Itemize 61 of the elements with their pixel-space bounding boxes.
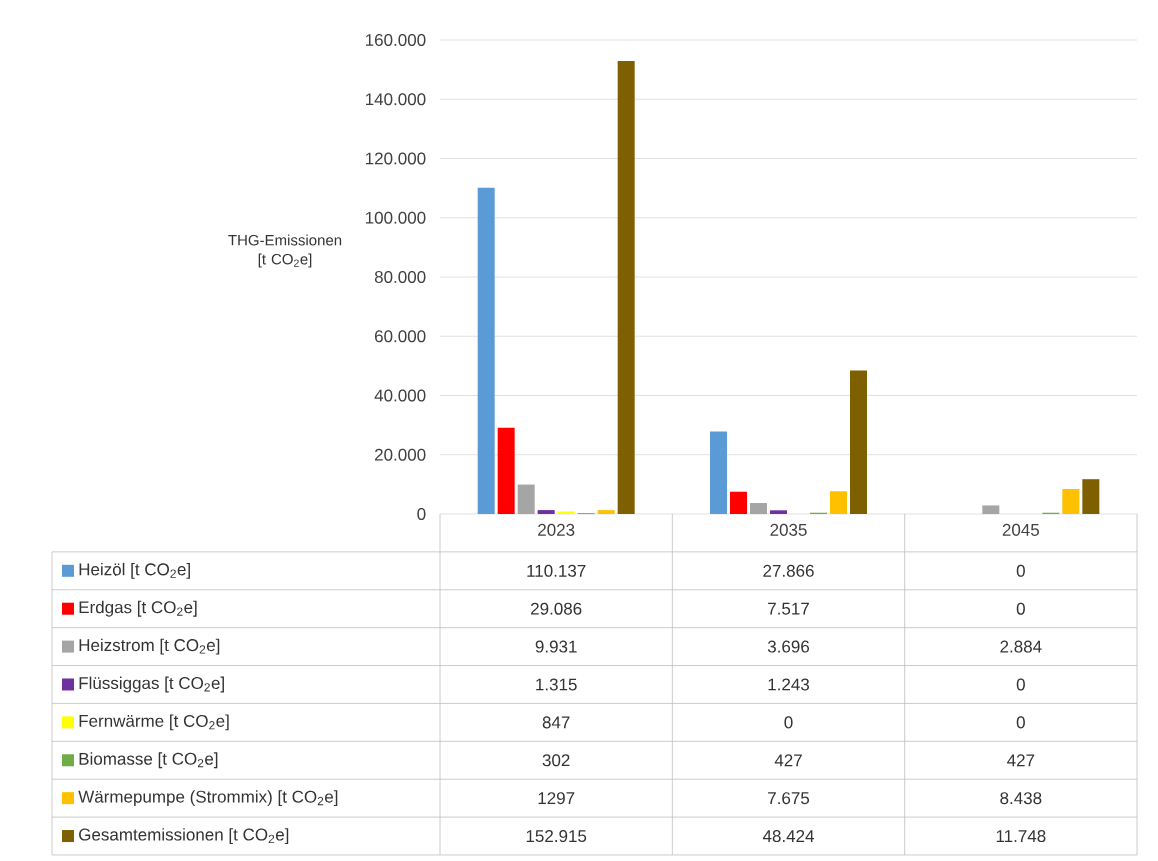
data-label: 0	[1016, 602, 1025, 615]
data-label: 2.884	[1000, 640, 1042, 653]
data-label: 1.315	[536, 678, 577, 691]
data-label: 302	[542, 754, 570, 767]
bar	[850, 370, 868, 514]
data-label: 0	[1016, 678, 1025, 691]
y-tick-label: 160.000	[365, 33, 426, 47]
bar	[710, 431, 727, 514]
data-label: 27.866	[763, 564, 814, 577]
bar	[477, 187, 495, 514]
data-label: 29.086	[531, 602, 582, 615]
y-axis-title: THG-Emissionen [t CO$_{2}$e]	[228, 234, 342, 268]
data-label: 847	[542, 716, 570, 729]
data-label: 1.243	[768, 678, 810, 691]
bar	[517, 484, 535, 514]
y-tick-label: 0	[417, 507, 426, 521]
data-label: 427	[1007, 754, 1035, 767]
x-tick-label: 2023	[538, 523, 575, 536]
legend-label: Heizöl [t CO$_{2}$e]	[79, 562, 190, 579]
legend-label: Gesamtemissionen [t CO$_{2}$e]	[79, 828, 289, 844]
bar	[497, 427, 515, 514]
data-label: 1297	[538, 792, 575, 805]
data-label: 11.748	[996, 830, 1046, 843]
data-label: 0	[784, 716, 793, 729]
data-label: 152.915	[526, 830, 587, 843]
data-label: 7.517	[768, 602, 809, 615]
bar	[750, 503, 768, 514]
data-label: 0	[1016, 564, 1025, 577]
y-tick-label: 80.000	[374, 270, 426, 284]
bar	[617, 60, 635, 514]
data-label: 9.931	[535, 640, 577, 653]
legend-label: Fernwärme [t CO$_{2}$e]	[79, 714, 229, 731]
y-tick-label: 100.000	[365, 211, 426, 224]
bar	[557, 511, 575, 514]
legend-label: Wärmepumpe (Strommix) [t CO$_{2}$e]	[78, 790, 338, 807]
bar	[982, 505, 1000, 514]
bar	[597, 510, 615, 514]
legend-label: Flüssiggas [t CO$_{2}$e]	[79, 676, 224, 693]
y-tick-label: 60.000	[375, 330, 426, 343]
bar	[1082, 479, 1100, 514]
data-label: 110.137	[527, 564, 586, 577]
x-tick-label: 2035	[770, 523, 807, 536]
data-label: 0	[1016, 716, 1025, 729]
data-label: 3.696	[767, 640, 810, 653]
data-label: 427	[774, 754, 802, 767]
legend-label: Erdgas [t CO$_{2}$e]	[79, 600, 197, 617]
data-label: 7.675	[768, 792, 810, 805]
legend-label: Biomasse [t CO$_{2}$e]	[79, 752, 218, 769]
bar	[1062, 488, 1080, 514]
bar	[830, 491, 848, 514]
data-label: 48.424	[762, 830, 814, 843]
x-tick-label: 2045	[1002, 523, 1040, 536]
bar	[770, 510, 788, 514]
data-label: 8.438	[1000, 792, 1042, 805]
y-tick-label: 40.000	[374, 389, 426, 402]
y-tick-label: 20.000	[375, 448, 426, 461]
y-tick-label: 140.000	[365, 93, 426, 106]
bar	[537, 510, 555, 514]
legend-label: Heizstrom [t CO$_{2}$e]	[79, 638, 220, 655]
bar	[730, 491, 748, 514]
y-tick-label: 120.000	[365, 152, 426, 165]
